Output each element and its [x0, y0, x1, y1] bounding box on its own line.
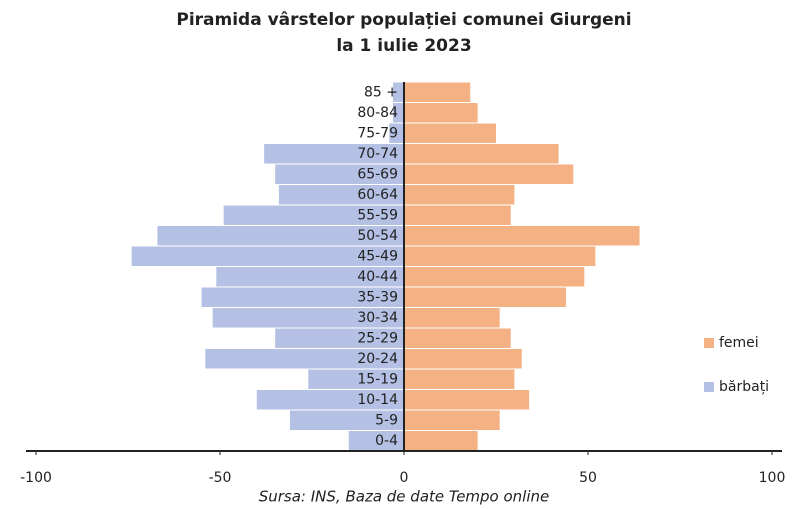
chart-title: la 1 iulie 2023	[336, 36, 471, 56]
category-label: 35-39	[357, 289, 398, 305]
bar	[392, 103, 404, 123]
bar	[404, 308, 500, 328]
bar	[275, 328, 404, 348]
bar	[205, 349, 404, 369]
bar	[404, 328, 511, 348]
legend-swatch	[704, 338, 714, 348]
bar	[278, 185, 404, 205]
category-label: 60-64	[357, 187, 398, 203]
category-label: 50-54	[357, 228, 398, 244]
bar	[404, 205, 511, 225]
category-label: 10-14	[357, 392, 398, 408]
bar	[404, 144, 559, 164]
category-label: 5-9	[375, 412, 398, 428]
x-tick-label: 100	[759, 470, 786, 486]
bar	[131, 246, 404, 266]
category-label: 70-74	[357, 146, 398, 162]
x-tick-label: 0	[400, 470, 409, 486]
legend-label: bărbați	[719, 379, 769, 395]
bar	[157, 226, 404, 246]
category-label: 0-4	[375, 433, 398, 449]
bar	[223, 205, 404, 225]
chart-title: Piramida vârstelor populației comunei Gi…	[176, 10, 631, 30]
bar	[404, 410, 500, 430]
bar	[404, 287, 566, 307]
source-note: Sursa: INS, Baza de date Tempo online	[259, 488, 550, 506]
bar	[404, 390, 530, 410]
category-label: 80-84	[357, 105, 398, 121]
bar	[404, 82, 471, 102]
bar	[275, 164, 404, 184]
category-label: 65-69	[357, 166, 398, 182]
category-label: 25-29	[357, 330, 398, 346]
bar	[404, 369, 515, 389]
bar	[404, 185, 515, 205]
bar	[289, 410, 404, 430]
bar	[404, 431, 478, 451]
bar	[404, 103, 478, 123]
category-label: 55-59	[357, 207, 398, 223]
category-label: 85 +	[364, 84, 398, 100]
category-label: 75-79	[357, 125, 398, 141]
bar	[216, 267, 404, 287]
category-label: 15-19	[357, 371, 398, 387]
bar	[404, 164, 574, 184]
category-label: 40-44	[357, 269, 398, 285]
x-tick-label: -50	[209, 470, 232, 486]
bar	[404, 246, 596, 266]
bar	[256, 390, 404, 410]
bar	[392, 82, 404, 102]
bar	[201, 287, 404, 307]
category-label: 45-49	[357, 248, 398, 264]
bar	[389, 123, 404, 143]
bar	[404, 267, 585, 287]
bar	[212, 308, 404, 328]
bar	[404, 349, 522, 369]
x-tick-label: 50	[579, 470, 597, 486]
x-tick-label: -100	[20, 470, 52, 486]
bar	[404, 123, 496, 143]
legend-label: femei	[719, 335, 759, 351]
bar	[264, 144, 404, 164]
bar	[348, 431, 404, 451]
bar	[308, 369, 404, 389]
category-label: 20-24	[357, 351, 398, 367]
bar	[404, 226, 640, 246]
category-label: 30-34	[357, 310, 398, 326]
legend-swatch	[704, 382, 714, 392]
